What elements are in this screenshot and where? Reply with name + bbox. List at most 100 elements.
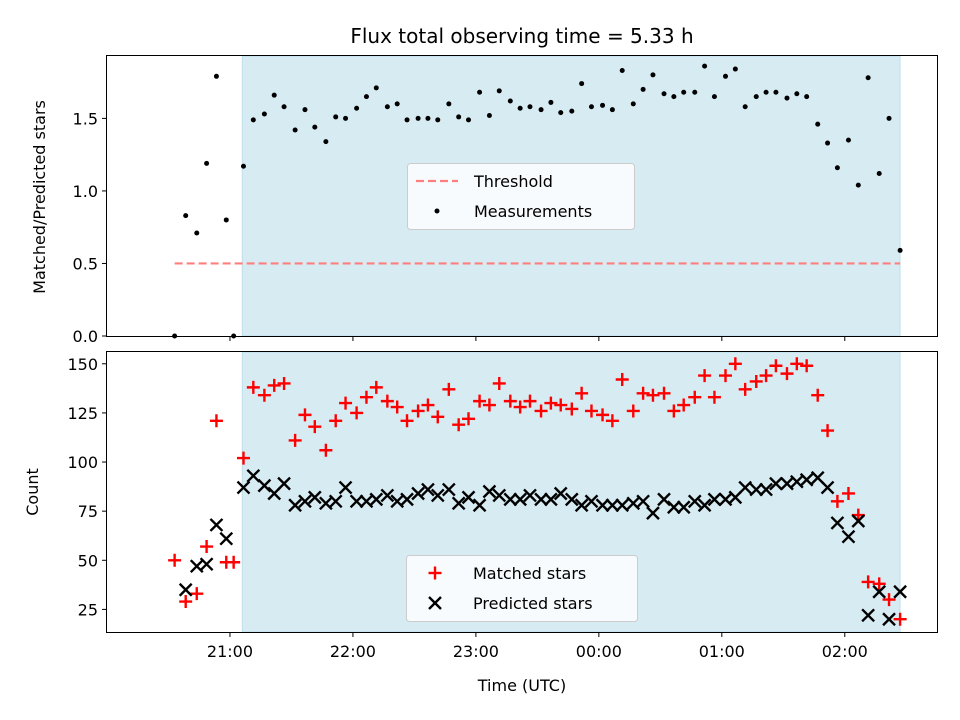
x-tick-label: 02:00 xyxy=(822,642,868,661)
predicted-legend-swatch xyxy=(428,596,442,610)
predicted-star-marker xyxy=(564,492,579,507)
predicted-star-marker xyxy=(687,494,702,509)
predicted-star-marker xyxy=(349,494,364,509)
top-y-tick-label: 0.0 xyxy=(73,327,98,346)
measurement-point xyxy=(845,137,851,143)
matched-star-marker xyxy=(329,414,343,428)
matched-star-marker xyxy=(246,380,260,394)
measurement-point xyxy=(204,160,210,166)
predicted-star-marker xyxy=(288,498,302,513)
predicted-star-marker xyxy=(893,584,907,599)
measurement-point xyxy=(404,117,410,123)
measurement-point xyxy=(384,104,390,110)
predicted-star-marker xyxy=(178,582,193,597)
measurement-point xyxy=(897,247,903,253)
bottom-panel: 25 50 75 100 125 150 21:00 22:00 23:00 00:00 01:0… xyxy=(23,351,938,695)
measurement-point xyxy=(435,117,441,123)
matched-star-marker xyxy=(339,396,353,410)
predicted-star-marker xyxy=(482,484,497,499)
measurement-point xyxy=(630,101,636,107)
measurement-point xyxy=(661,91,667,97)
predicted-legend-label: Predicted stars xyxy=(473,594,593,613)
chart-title: Flux total observing time = 5.33 h xyxy=(350,24,693,48)
matched-star-marker xyxy=(190,587,204,601)
predicted-star-marker xyxy=(584,494,599,509)
predicted-star-marker xyxy=(219,531,234,546)
top-y-tick-label: 1.0 xyxy=(73,182,98,201)
matched-star-marker xyxy=(698,369,712,383)
measurement-point xyxy=(640,86,646,92)
predicted-star-marker xyxy=(451,496,466,511)
matched-star-marker xyxy=(298,408,312,422)
bottom-y-axis-label: Count xyxy=(23,468,42,516)
matched-star-marker xyxy=(503,394,517,408)
matched-star-marker xyxy=(442,382,456,396)
matched-star-marker xyxy=(277,376,291,390)
measurement-point xyxy=(855,182,861,188)
matched-legend-label: Matched stars xyxy=(473,564,586,583)
predicted-star-marker xyxy=(657,492,671,507)
measurement-point xyxy=(343,115,349,121)
measurement-point xyxy=(723,73,729,79)
matched-star-marker xyxy=(677,398,691,412)
measurement-point xyxy=(446,101,452,107)
measurement-point xyxy=(223,217,229,223)
predicted-star-marker xyxy=(328,494,343,509)
matched-star-marker xyxy=(411,404,425,418)
measurement-point xyxy=(548,99,554,105)
predicted-star-marker xyxy=(861,608,875,623)
matched-star-marker xyxy=(719,369,733,383)
predicted-star-marker xyxy=(759,482,773,497)
predicted-star-marker xyxy=(369,492,384,507)
predicted-star-marker xyxy=(534,492,548,507)
predicted-star-marker xyxy=(851,514,866,528)
predicted-star-marker xyxy=(667,500,681,515)
predicted-star-marker xyxy=(461,490,476,505)
predicted-star-marker xyxy=(307,490,322,505)
measurement-point xyxy=(794,91,800,97)
matched-star-marker xyxy=(657,386,671,400)
top-plot-frame xyxy=(106,55,938,337)
matched-star-marker xyxy=(707,390,721,404)
measurement-point xyxy=(732,66,738,72)
predicted-star-marker xyxy=(380,488,395,503)
measurement-point xyxy=(579,81,585,87)
matched-star-marker xyxy=(893,612,907,626)
matched-star-marker xyxy=(473,394,487,408)
matched-star-marker xyxy=(482,398,496,412)
matched-star-marker xyxy=(227,555,241,569)
matched-star-marker xyxy=(790,357,804,371)
predicted-star-marker xyxy=(697,498,712,513)
matched-star-marker xyxy=(605,414,619,428)
measurement-point xyxy=(600,102,606,108)
measurement-point xyxy=(804,94,810,100)
measurement-point xyxy=(496,88,502,94)
matched-star-marker xyxy=(584,404,598,418)
top-panel: 0.0 0.5 1.0 1.5 Matched/Predicted stars Thr… xyxy=(30,55,938,346)
matched-star-marker xyxy=(596,408,610,422)
top-legend: Threshold Measurements xyxy=(407,163,635,230)
matched-star-marker xyxy=(462,412,476,426)
predicted-star-marker xyxy=(738,480,753,495)
matched-legend-swatch xyxy=(428,566,442,580)
matched-star-marker xyxy=(209,414,223,428)
predicted-star-marker xyxy=(646,506,660,520)
measurement-point xyxy=(569,108,575,114)
matched-star-marker xyxy=(523,394,537,408)
bottom-y-tick-label: 150 xyxy=(67,355,98,374)
measurement-point xyxy=(517,105,523,111)
measurement-point xyxy=(834,165,840,171)
matched-star-marker xyxy=(380,394,394,408)
measurement-point xyxy=(373,85,379,91)
matched-star-marker xyxy=(780,367,794,381)
measurement-point xyxy=(865,75,871,81)
measurement-point xyxy=(292,127,298,133)
measurement-point xyxy=(271,92,277,98)
bottom-plot-frame xyxy=(106,351,938,633)
top-y-tick-label: 1.5 xyxy=(73,109,98,128)
matched-star-marker xyxy=(431,410,445,424)
matched-star-marker xyxy=(615,373,629,387)
matched-star-marker xyxy=(308,420,322,434)
measurement-point xyxy=(753,94,759,100)
matched-star-marker xyxy=(544,396,558,410)
